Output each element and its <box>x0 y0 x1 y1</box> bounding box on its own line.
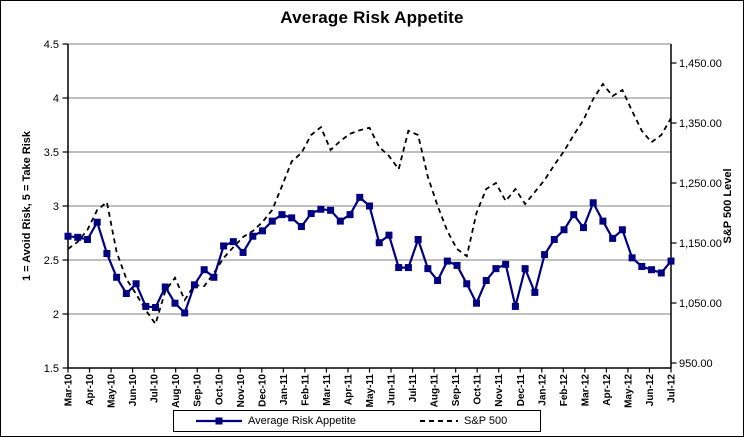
svg-text:1.5: 1.5 <box>44 363 59 375</box>
legend-item-risk-appetite: Average Risk Appetite <box>196 415 356 427</box>
svg-text:4.5: 4.5 <box>44 39 59 51</box>
legend-item-sp500: S&P 500 <box>420 415 507 427</box>
svg-text:Oct-11: Oct-11 <box>473 374 484 405</box>
svg-text:Jul-12: Jul-12 <box>667 374 678 403</box>
svg-text:4: 4 <box>53 93 59 105</box>
svg-text:950.00: 950.00 <box>679 358 713 370</box>
risk-line-sample-icon <box>196 417 242 425</box>
svg-text:Sep-10: Sep-10 <box>193 374 204 407</box>
svg-text:Feb-12: Feb-12 <box>559 374 570 407</box>
svg-text:Aug-10: Aug-10 <box>171 374 182 408</box>
sp500-line-sample-icon <box>420 420 459 422</box>
svg-text:Dec-10: Dec-10 <box>257 374 268 407</box>
svg-text:Jan-11: Jan-11 <box>279 374 290 406</box>
svg-text:Mar-10: Mar-10 <box>64 374 75 407</box>
svg-text:1,150.00: 1,150.00 <box>679 238 722 250</box>
svg-text:2: 2 <box>53 309 59 321</box>
svg-text:1,250.00: 1,250.00 <box>679 178 722 190</box>
svg-text:Dec-11: Dec-11 <box>516 374 527 407</box>
svg-text:2.5: 2.5 <box>44 255 59 267</box>
svg-text:Jun-10: Jun-10 <box>128 374 139 407</box>
svg-text:3: 3 <box>53 201 59 213</box>
svg-text:Jul-10: Jul-10 <box>150 374 161 403</box>
svg-text:Aug-11: Aug-11 <box>430 374 441 408</box>
svg-text:Sep-11: Sep-11 <box>451 374 462 407</box>
x-axis-labels: Mar-10 Apr-10 May-10 Jun-10 Jul-10 Aug-10 Sep-… <box>64 368 678 408</box>
svg-text:Jan-12: Jan-12 <box>537 374 548 406</box>
legend-label-sp500: S&P 500 <box>464 415 508 427</box>
svg-text:1,350.00: 1,350.00 <box>679 118 722 130</box>
svg-text:Oct-10: Oct-10 <box>214 374 225 406</box>
left-axis-labels: 4.5 4 3.5 3 2.5 2 1.5 <box>44 39 68 375</box>
svg-text:Mar-11: Mar-11 <box>322 374 333 406</box>
svg-text:Mar-12: Mar-12 <box>580 374 591 407</box>
svg-text:May-11: May-11 <box>365 374 376 408</box>
risk-appetite-markers <box>64 193 675 317</box>
svg-text:May-10: May-10 <box>107 374 118 408</box>
right-axis-labels: 1,450.00 1,350.00 1,250.00 1,150.00 1,050.00… <box>671 58 722 370</box>
svg-text:1,050.00: 1,050.00 <box>679 298 722 310</box>
svg-text:Jun-12: Jun-12 <box>645 374 656 407</box>
risk-appetite-line <box>67 195 672 315</box>
svg-text:1,450.00: 1,450.00 <box>679 58 722 70</box>
svg-text:Feb-11: Feb-11 <box>300 374 311 406</box>
svg-text:Jul-11: Jul-11 <box>408 374 419 403</box>
chart-title: Average Risk Appetite <box>280 8 464 27</box>
svg-text:Apr-11: Apr-11 <box>343 374 354 406</box>
svg-text:Apr-10: Apr-10 <box>85 374 96 406</box>
gridlines <box>68 43 671 315</box>
svg-text:Nov-10: Nov-10 <box>236 374 247 408</box>
svg-text:May-12: May-12 <box>623 374 634 408</box>
svg-text:3.5: 3.5 <box>44 147 59 159</box>
svg-text:Jun-11: Jun-11 <box>387 374 398 406</box>
legend-label-risk-appetite: Average Risk Appetite <box>248 415 357 427</box>
svg-text:Nov-11: Nov-11 <box>494 374 505 407</box>
svg-text:Apr-12: Apr-12 <box>602 374 613 406</box>
legend: Average Risk Appetite S&P 500 <box>173 410 541 432</box>
